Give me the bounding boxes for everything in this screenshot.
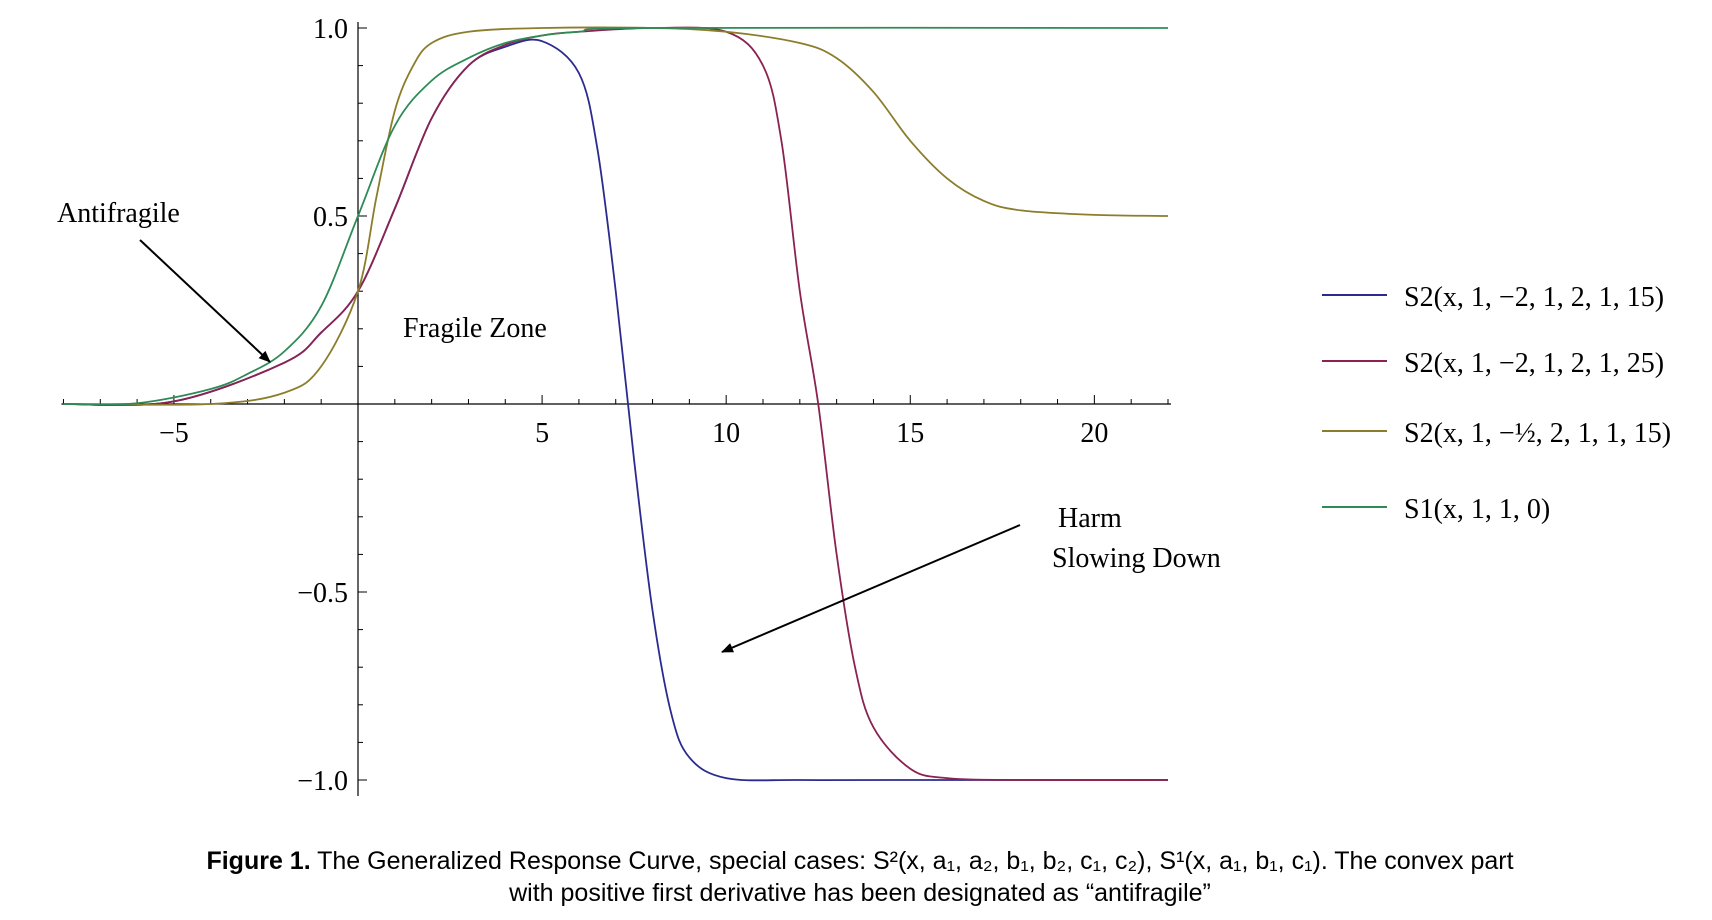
annotation-antifragile: Antifragile [57,198,180,229]
annotation-fragile-zone: Fragile Zone [403,313,547,344]
series-layer [63,26,1169,782]
legend-label: S1(x, 1, 1, 0) [1404,494,1550,525]
y-tick-label: −0.5 [297,578,348,609]
caption-text: The Generalized Response Curve, special … [310,847,1514,875]
legend-item: S1(x, 1, 1, 0) [1322,494,1550,525]
figure-caption: Figure 1. The Generalized Response Curve… [60,845,1660,909]
y-tick-label: 0.5 [313,202,348,233]
legend: S2(x, 1, −2, 1, 2, 1, 15) S2(x, 1, −2, 1… [1322,282,1671,525]
caption-label: Figure 1. [206,847,311,875]
series-line-1 [63,38,1168,782]
caption-line-1: Figure 1. The Generalized Response Curve… [60,845,1660,877]
y-tick-label: −1.0 [297,766,348,797]
legend-item: S2(x, 1, −2, 1, 2, 1, 15) [1322,282,1664,313]
annotation-harm: Harm [1058,503,1122,534]
annotation-slowing-down: Slowing Down [1052,543,1221,574]
legend-label: S2(x, 1, −½, 2, 1, 1, 15) [1404,418,1671,449]
x-tick-label: −5 [159,418,189,449]
series-line-3 [63,26,1169,406]
legend-item: S2(x, 1, −½, 2, 1, 1, 15) [1322,418,1671,449]
x-tick-label: 20 [1080,418,1108,449]
legend-label: S2(x, 1, −2, 1, 2, 1, 15) [1404,282,1664,313]
arrow-harm [721,524,1021,653]
legend-item: S2(x, 1, −2, 1, 2, 1, 25) [1322,348,1664,379]
axes: −5 5 10 15 20 −1.0 −0.5 0.5 1.0 [61,14,1171,797]
series-line-4 [63,26,1169,406]
legend-label: S2(x, 1, −2, 1, 2, 1, 25) [1404,348,1664,379]
x-tick-label: 10 [712,418,740,449]
caption-line-2: with positive first derivative has been … [509,879,1211,907]
x-tick-label: 5 [535,418,549,449]
y-tick-label: 1.0 [313,14,348,45]
arrow-antifragile [139,239,271,363]
x-tick-label: 15 [896,418,924,449]
